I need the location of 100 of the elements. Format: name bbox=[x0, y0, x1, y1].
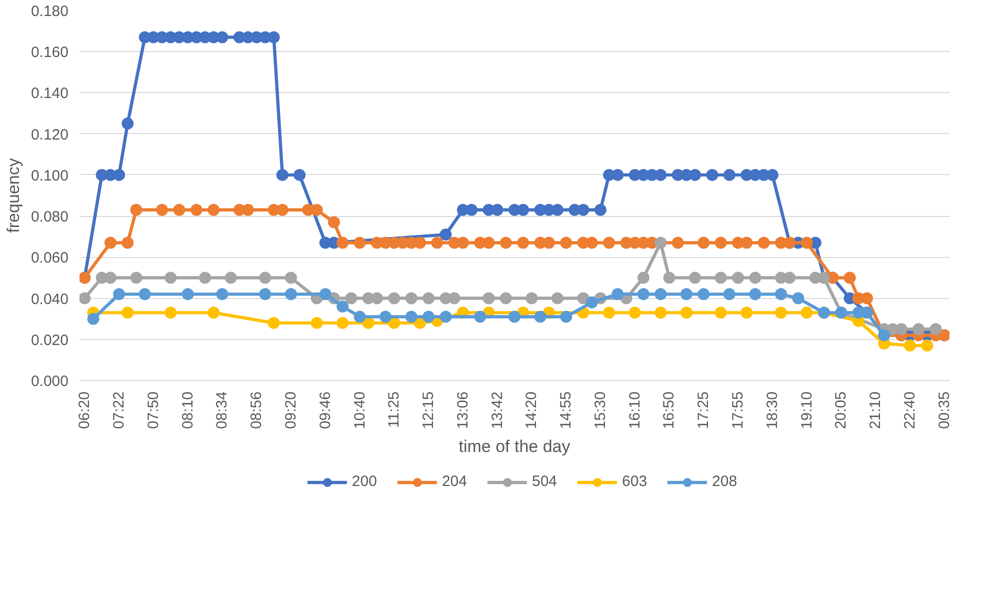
point bbox=[654, 288, 667, 300]
point bbox=[800, 306, 813, 319]
x-tick-label: 18:30 bbox=[764, 391, 781, 430]
point bbox=[138, 288, 151, 300]
point bbox=[336, 300, 349, 312]
y-axis-title: frequency bbox=[4, 158, 23, 233]
legend-label: 208 bbox=[712, 473, 738, 490]
y-tick-label: 0.080 bbox=[30, 208, 69, 226]
point bbox=[156, 204, 168, 216]
point bbox=[190, 204, 202, 216]
point bbox=[654, 306, 667, 319]
y-tick-label: 0.060 bbox=[30, 250, 69, 267]
point bbox=[930, 323, 942, 336]
legend-label: 204 bbox=[442, 473, 467, 490]
y-tick-label: 0.000 bbox=[30, 373, 69, 390]
x-tick-label: 13:42 bbox=[488, 391, 506, 430]
point bbox=[113, 288, 126, 300]
x-tick-label: 21:10 bbox=[867, 391, 884, 430]
point bbox=[775, 288, 787, 300]
point bbox=[182, 288, 194, 300]
point bbox=[603, 306, 616, 319]
point bbox=[714, 236, 727, 249]
point bbox=[474, 310, 486, 323]
point bbox=[603, 236, 616, 249]
point bbox=[663, 272, 676, 284]
point bbox=[259, 288, 272, 300]
x-tick-label: 12:15 bbox=[420, 391, 438, 430]
x-tick-label: 07:22 bbox=[110, 391, 128, 430]
legend-label: 603 bbox=[622, 473, 648, 490]
point bbox=[242, 204, 254, 216]
x-tick-label: 15:30 bbox=[592, 391, 609, 430]
point bbox=[628, 306, 641, 319]
point bbox=[792, 292, 804, 304]
point bbox=[921, 340, 934, 352]
x-tick-label: 22:40 bbox=[901, 391, 918, 430]
x-tick-label: 16:10 bbox=[626, 391, 644, 430]
y-tick-label: 0.040 bbox=[30, 290, 69, 308]
point bbox=[130, 204, 142, 216]
point bbox=[208, 204, 220, 216]
point bbox=[672, 236, 684, 249]
point bbox=[224, 272, 237, 284]
point bbox=[216, 288, 228, 300]
point bbox=[345, 292, 358, 304]
point bbox=[130, 272, 142, 284]
point bbox=[740, 236, 753, 249]
x-tick-label: 14:55 bbox=[558, 391, 575, 430]
x-tick-label: 08:56 bbox=[248, 391, 266, 430]
point bbox=[534, 310, 546, 323]
point bbox=[164, 272, 177, 284]
x-tick-label: 17:55 bbox=[730, 391, 747, 430]
point bbox=[784, 272, 796, 284]
point bbox=[104, 236, 116, 249]
point bbox=[122, 306, 134, 319]
x-tick-label: 16:50 bbox=[660, 391, 678, 430]
x-tick-label: 07:50 bbox=[144, 391, 162, 430]
point bbox=[500, 236, 512, 249]
point bbox=[654, 236, 667, 249]
x-tick-label: 17:25 bbox=[695, 391, 712, 430]
point bbox=[637, 288, 650, 300]
point bbox=[284, 288, 297, 300]
point bbox=[380, 310, 392, 323]
y-tick-label: 0.120 bbox=[30, 126, 69, 144]
x-tick-label: 06:20 bbox=[76, 391, 94, 430]
point bbox=[500, 292, 512, 304]
point bbox=[680, 306, 692, 319]
point bbox=[422, 310, 435, 323]
point bbox=[586, 296, 598, 308]
y-tick-label: 0.100 bbox=[30, 167, 69, 184]
x-tick-label: 10:40 bbox=[351, 391, 368, 430]
point bbox=[637, 272, 650, 284]
point bbox=[749, 272, 762, 284]
point bbox=[388, 292, 400, 304]
point bbox=[336, 236, 349, 249]
y-tick-label: 0.140 bbox=[30, 85, 69, 102]
point bbox=[199, 272, 212, 284]
point bbox=[844, 272, 856, 284]
point bbox=[122, 236, 134, 249]
point bbox=[714, 272, 727, 284]
point bbox=[560, 236, 572, 249]
point bbox=[405, 292, 418, 304]
point bbox=[336, 316, 349, 329]
point bbox=[714, 306, 727, 319]
y-tick-label: 0.020 bbox=[30, 332, 69, 349]
x-tick-label: 13:06 bbox=[454, 391, 472, 430]
point bbox=[749, 288, 762, 300]
y-tick-label: 0.160 bbox=[30, 44, 69, 62]
point bbox=[319, 288, 332, 300]
x-tick-label: 00:35 bbox=[936, 391, 953, 430]
point bbox=[259, 272, 272, 284]
point bbox=[87, 312, 100, 325]
point bbox=[440, 310, 452, 323]
point bbox=[758, 236, 770, 249]
point bbox=[775, 306, 787, 319]
point bbox=[800, 236, 813, 249]
point bbox=[310, 316, 323, 329]
point bbox=[698, 236, 710, 249]
x-tick-label: 09:46 bbox=[316, 391, 334, 430]
point bbox=[405, 310, 418, 323]
point bbox=[284, 272, 297, 284]
point bbox=[268, 316, 280, 329]
